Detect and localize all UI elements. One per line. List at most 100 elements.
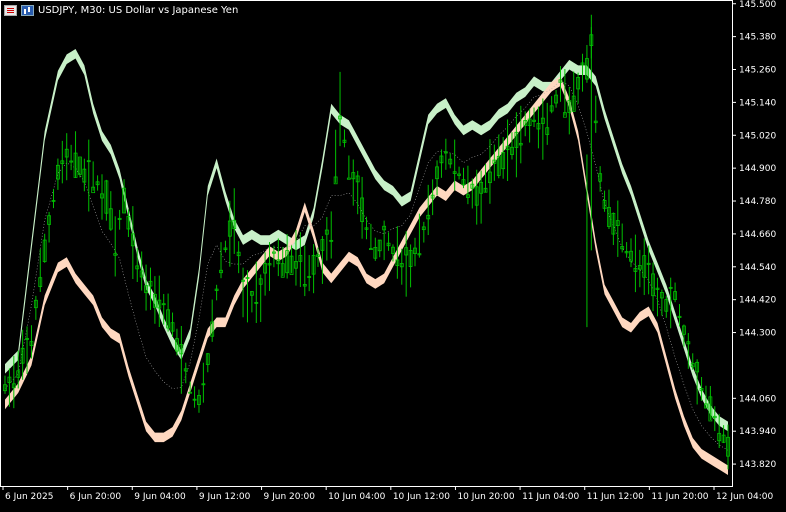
candle [483, 163, 488, 193]
chart-menu-icon[interactable] [4, 4, 17, 16]
candle [311, 244, 316, 294]
candle-body [651, 273, 655, 297]
candle-body [686, 341, 691, 345]
candle-body [404, 247, 409, 256]
x-tick-label: 10 Jun 20:00 [457, 492, 514, 502]
candle [682, 324, 686, 347]
candle [470, 178, 475, 209]
candle-body [695, 361, 700, 373]
candle-body [219, 269, 223, 274]
candle [448, 153, 453, 169]
x-tick-label: 11 Jun 12:00 [587, 492, 644, 502]
candle [100, 174, 104, 220]
candle [452, 139, 457, 191]
candle [130, 206, 135, 280]
candle-body [7, 376, 12, 383]
candle [668, 277, 673, 329]
candle [637, 249, 642, 288]
y-tick-label: 145.020 [739, 131, 776, 141]
candle [20, 329, 25, 380]
candle-body [518, 142, 523, 146]
candle-body [413, 247, 417, 255]
candle [474, 169, 479, 225]
candle [646, 245, 651, 295]
candle-body [571, 95, 576, 112]
candle-body [78, 156, 82, 175]
candle-body [130, 233, 135, 247]
candle-body [664, 299, 669, 312]
candle-body [3, 384, 7, 392]
candle [285, 233, 290, 279]
candle [183, 362, 188, 384]
x-tick-label: 10 Jun 12:00 [393, 492, 450, 502]
y-tick-label: 144.420 [739, 296, 776, 306]
candle [29, 325, 34, 359]
candle-body [38, 277, 43, 288]
candle-body [360, 197, 364, 222]
y-tick-label: 144.540 [739, 263, 776, 273]
candle [126, 209, 131, 237]
candle-body [245, 277, 250, 279]
candle [280, 246, 285, 278]
candle [585, 44, 589, 83]
candle-body [646, 262, 651, 265]
plot-frame [0, 0, 733, 487]
candle-body [16, 370, 21, 378]
candle-body [42, 239, 47, 262]
candle-body [532, 119, 536, 122]
candle [249, 290, 254, 313]
candle-body [236, 251, 241, 257]
candle [346, 155, 351, 180]
candle [95, 175, 100, 191]
candle [620, 223, 625, 253]
candle-body [721, 434, 726, 443]
candle-body [501, 152, 506, 170]
candle [108, 191, 113, 231]
chart-type-icon[interactable] [21, 4, 34, 16]
candle [686, 333, 691, 369]
price-axis[interactable]: 145.500 145.380 145.260 145.140 145.020 144.9… [732, 0, 776, 470]
candle-body [117, 217, 122, 220]
time-axis[interactable]: 6 Jun 2025 6 Jun 20:00 9 Jun 04:00 9 Jun 12… [2, 486, 773, 502]
candle [232, 188, 237, 254]
candle-body [479, 181, 484, 194]
candle [263, 252, 268, 296]
candles-group [3, 14, 730, 470]
candle-body [82, 168, 87, 183]
candle-body [677, 315, 682, 318]
candle [399, 248, 404, 285]
candle-body [342, 139, 347, 143]
candle [505, 119, 510, 181]
candle [364, 216, 369, 240]
candle-body [562, 112, 567, 118]
candle [413, 237, 417, 267]
candle [307, 255, 312, 292]
candle [324, 217, 329, 261]
candle-body [510, 146, 514, 155]
candle-body [311, 254, 316, 275]
candle-body [183, 368, 188, 372]
candle-body [294, 261, 298, 269]
candle-body [624, 251, 629, 254]
candle-body [338, 115, 342, 120]
plot-area[interactable] [3, 14, 730, 476]
candle-body [540, 117, 545, 124]
candle [302, 245, 307, 297]
y-tick-label: 145.380 [739, 33, 776, 43]
candle-body [659, 292, 664, 299]
candle [615, 200, 620, 257]
candle [161, 293, 166, 325]
candle [395, 226, 400, 279]
candle [16, 350, 21, 389]
candle [571, 71, 576, 112]
y-tick-label: 145.140 [739, 98, 776, 108]
candle-body [386, 242, 391, 247]
candle [104, 179, 109, 221]
candle [430, 179, 435, 216]
candle [391, 244, 395, 262]
candle [562, 69, 567, 118]
candle-body [611, 212, 616, 235]
candle [320, 236, 325, 284]
